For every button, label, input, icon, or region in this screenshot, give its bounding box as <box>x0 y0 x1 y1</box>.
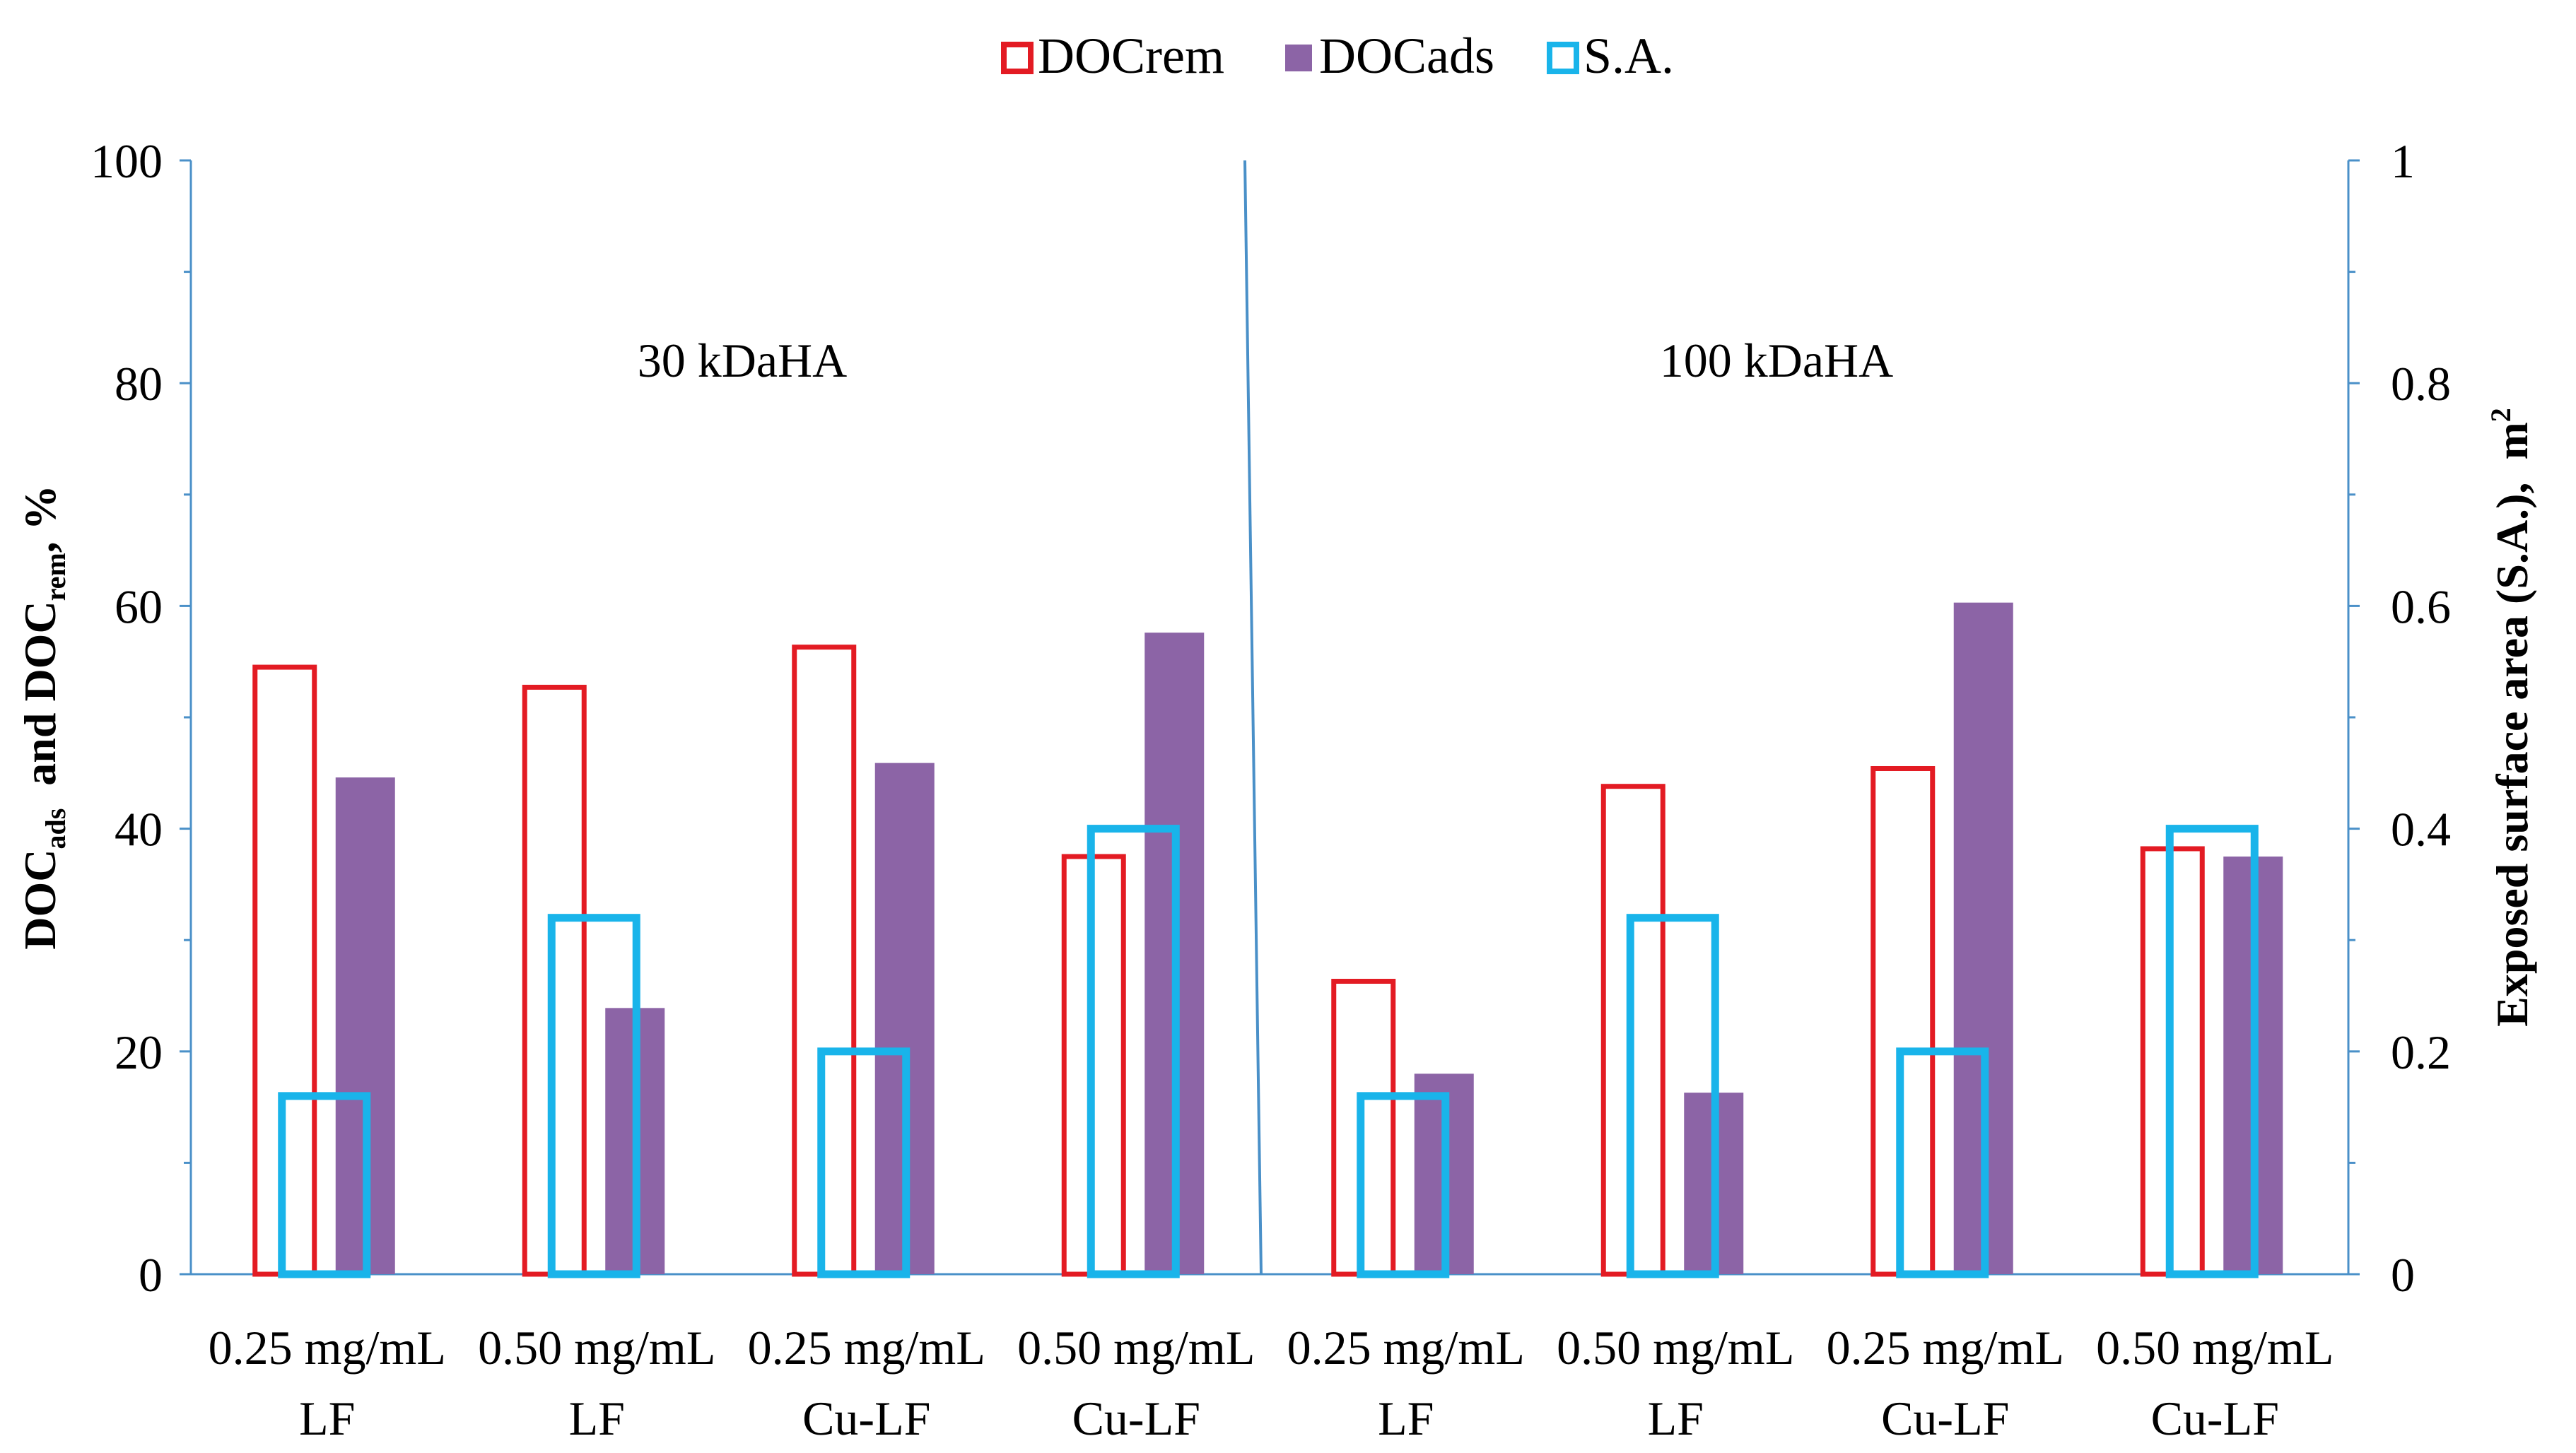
x-tick-label-line2: LF <box>1648 1392 1704 1445</box>
right-tick-label: 0.6 <box>2391 580 2451 633</box>
x-tick-label-line1: 0.25 mg/mL <box>748 1321 985 1375</box>
bar-sa <box>1357 1092 1450 1278</box>
x-tick-label-line2: Cu-LF <box>802 1392 930 1445</box>
right-tick-label: 0 <box>2391 1248 2415 1302</box>
legend-swatch-docads <box>1285 45 1312 71</box>
legend-swatch-docrem <box>1001 42 1034 74</box>
left-ticks: 0 20 40 60 80 100 <box>90 134 191 1302</box>
group-label-30kda: 30 kDaHA <box>638 334 848 387</box>
legend-label-docrem: DOCrem <box>1038 28 1224 84</box>
x-tick-label-line2: LF <box>1378 1392 1434 1445</box>
left-tick-label: 60 <box>115 580 163 633</box>
left-tick-label: 100 <box>90 134 163 188</box>
x-tick-label-line2: Cu-LF <box>2151 1392 2279 1445</box>
x-tick-label-line1: 0.50 mg/mL <box>1557 1321 1794 1375</box>
right-ticks: 0 0.2 0.4 0.6 0.8 1 <box>2348 134 2451 1302</box>
group-label-100kda: 100 kDaHA <box>1660 334 1894 387</box>
legend-label-docads: DOCads <box>1319 28 1494 84</box>
x-tick-label-line1: 0.50 mg/mL <box>1017 1321 1255 1375</box>
bar-sa <box>817 1047 911 1278</box>
bar-sa <box>1087 825 1180 1278</box>
bar-sa <box>278 1092 371 1278</box>
left-tick-label: 80 <box>115 357 163 411</box>
right-tick-label: 0.2 <box>2391 1025 2451 1079</box>
bars <box>252 602 2283 1278</box>
bar-sa <box>2165 825 2259 1278</box>
x-tick-label-line1: 0.25 mg/mL <box>1287 1321 1525 1375</box>
x-tick-label-line2: LF <box>299 1392 355 1445</box>
x-tick-label-line1: 0.50 mg/mL <box>2096 1321 2334 1375</box>
x-tick-label-line2: Cu-LF <box>1072 1392 1200 1445</box>
legend: DOCrem DOCads S.A. <box>1001 28 1674 84</box>
x-tick-label-line1: 0.25 mg/mL <box>209 1321 446 1375</box>
legend-label-sa: S.A. <box>1583 28 1674 84</box>
left-tick-label: 0 <box>139 1248 163 1302</box>
axes <box>189 160 2350 1276</box>
right-tick-label: 0.8 <box>2391 357 2451 411</box>
left-tick-label: 20 <box>115 1025 163 1079</box>
x-tick-label-line1: 0.25 mg/mL <box>1827 1321 2064 1375</box>
x-tick-label-line2: LF <box>569 1392 625 1445</box>
x-tick-label-line2: Cu-LF <box>1881 1392 2009 1445</box>
right-tick-label: 0.4 <box>2391 803 2451 857</box>
bar-sa <box>1896 1047 1989 1278</box>
legend-swatch-sa <box>1547 42 1579 74</box>
y-axis-right-title: Exposed surface area (S.A.), m2 <box>2485 408 2537 1027</box>
x-tick-labels: 0.25 mg/mL LF 0.50 mg/mL LF 0.25 mg/mL Cu-LF 0… <box>209 1321 2334 1445</box>
bar-sa <box>1626 914 1719 1278</box>
group-divider <box>1243 160 1263 1275</box>
left-tick-label: 40 <box>115 803 163 857</box>
x-tick-label-line1: 0.50 mg/mL <box>478 1321 715 1375</box>
right-tick-label: 1 <box>2391 134 2415 188</box>
y-axis-left-title: DOCads and DOCrem, % <box>15 485 71 950</box>
bar-sa <box>547 914 640 1278</box>
